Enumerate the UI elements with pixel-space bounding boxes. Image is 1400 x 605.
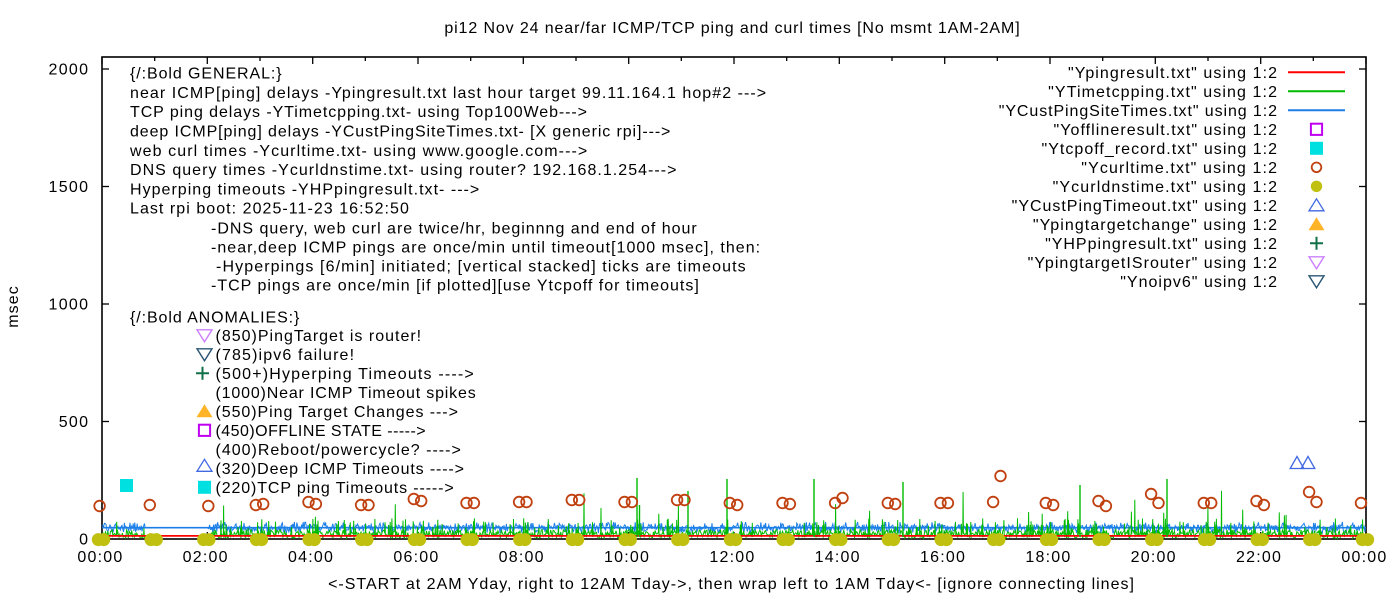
svg-text:TCP ping delays -YTimetcpping.: TCP ping delays -YTimetcpping.txt- using… [130, 104, 588, 121]
svg-text:(220)TCP ping Timeouts ----->: (220)TCP ping Timeouts -----> [216, 480, 455, 497]
svg-text:near ICMP[ping] delays -Ypingr: near ICMP[ping] delays -Ypingresult.txt … [130, 85, 767, 102]
svg-text:"YHPpingresult.txt" using 1:2: "YHPpingresult.txt" using 1:2 [1045, 236, 1278, 253]
svg-text:{/:Bold ANOMALIES:}: {/:Bold ANOMALIES:} [130, 310, 300, 327]
svg-text:"Ycurldnstime.txt" using 1:2: "Ycurldnstime.txt" using 1:2 [1053, 179, 1278, 196]
svg-text:{/:Bold GENERAL:}: {/:Bold GENERAL:} [130, 66, 283, 83]
svg-text:06:00: 06:00 [393, 549, 439, 566]
svg-text:DNS query times -Ycurldnstime.: DNS query times -Ycurldnstime.txt- using… [130, 162, 677, 179]
svg-text:10:00: 10:00 [604, 549, 650, 566]
svg-text:(850)PingTarget is router!: (850)PingTarget is router! [216, 328, 423, 345]
svg-text:"YCustPingTimeout.txt" using 1: "YCustPingTimeout.txt" using 1:2 [1012, 198, 1278, 215]
svg-text:16:00: 16:00 [920, 549, 966, 566]
svg-text:"Ynoipv6" using 1:2: "Ynoipv6" using 1:2 [1120, 274, 1278, 291]
svg-text:"Ypingtargetchange" using 1:2: "Ypingtargetchange" using 1:2 [1033, 217, 1278, 234]
svg-text:"Ytcpoff_record.txt" using 1:2: "Ytcpoff_record.txt" using 1:2 [1042, 141, 1278, 158]
svg-text:(785)ipv6 failure!: (785)ipv6 failure! [216, 347, 356, 364]
svg-text:"YTimetcpping.txt" using 1:2: "YTimetcpping.txt" using 1:2 [1048, 84, 1278, 101]
svg-text:00:00: 00:00 [1341, 549, 1387, 566]
svg-text:"YCustPingSiteTimes.txt" using: "YCustPingSiteTimes.txt" using 1:2 [999, 103, 1278, 120]
svg-text:18:00: 18:00 [1025, 549, 1071, 566]
svg-text:Last rpi boot: 2025-11-23 16:5: Last rpi boot: 2025-11-23 16:52:50 [130, 201, 410, 218]
svg-text:"YpingtargetISrouter" using 1:: "YpingtargetISrouter" using 1:2 [1028, 255, 1278, 272]
svg-text:"Yofflineresult.txt" using 1:2: "Yofflineresult.txt" using 1:2 [1054, 122, 1279, 139]
svg-text:<-START at 2AM Yday, right to: <-START at 2AM Yday, right to 12AM Tday-… [328, 576, 1135, 593]
svg-text:web curl times -Ycurltime.txt-: web curl times -Ycurltime.txt- using www… [129, 143, 588, 160]
svg-text:-near,deep ICMP pings are once: -near,deep ICMP pings are once/min until… [211, 239, 761, 256]
svg-text:14:00: 14:00 [815, 549, 861, 566]
svg-text:(400)Reboot/powercycle? ---->: (400)Reboot/powercycle? ----> [216, 442, 462, 459]
svg-text:12:00: 12:00 [709, 549, 755, 566]
svg-text:pi12 Nov 24 near/far ICMP/TCP: pi12 Nov 24 near/far ICMP/TCP ping and c… [444, 20, 1020, 37]
svg-text:00:00: 00:00 [77, 549, 123, 566]
svg-text:-Hyperpings [6/min] initiated;: -Hyperpings [6/min] initiated; [vertical… [216, 258, 747, 275]
svg-text:08:00: 08:00 [499, 549, 545, 566]
svg-text:deep ICMP[ping] delays -YCustP: deep ICMP[ping] delays -YCustPingSiteTim… [130, 124, 671, 141]
svg-text:(500+)Hyperping Timeouts ---->: (500+)Hyperping Timeouts ----> [216, 366, 475, 383]
svg-text:02:00: 02:00 [183, 549, 229, 566]
svg-text:(320)Deep ICMP Timeouts ---->: (320)Deep ICMP Timeouts ----> [216, 461, 465, 478]
svg-text:"Ycurltime.txt" using 1:2: "Ycurltime.txt" using 1:2 [1081, 160, 1278, 177]
svg-text:0: 0 [79, 532, 89, 549]
svg-text:1500: 1500 [49, 179, 90, 196]
svg-text:22:00: 22:00 [1236, 549, 1282, 566]
svg-text:1000: 1000 [49, 297, 90, 314]
svg-text:-DNS query, web curl are twice: -DNS query, web curl are twice/hr, begin… [211, 221, 698, 238]
svg-text:2000: 2000 [49, 62, 90, 79]
svg-text:"Ypingresult.txt" using 1:2: "Ypingresult.txt" using 1:2 [1068, 65, 1278, 82]
svg-text:20:00: 20:00 [1131, 549, 1177, 566]
svg-text:(550)Ping Target Changes --->: (550)Ping Target Changes ---> [216, 404, 459, 421]
svg-text:04:00: 04:00 [288, 549, 334, 566]
svg-text:(1000)Near ICMP Timeout spikes: (1000)Near ICMP Timeout spikes [216, 385, 477, 402]
svg-text:-TCP pings are once/min [if pl: -TCP pings are once/min [if plotted][use… [211, 277, 700, 294]
svg-text:500: 500 [59, 414, 90, 431]
svg-text:Hyperping timeouts -YHPpingres: Hyperping timeouts -YHPpingresult.txt- -… [130, 181, 480, 198]
svg-text:(450)OFFLINE STATE ----->: (450)OFFLINE STATE -----> [216, 423, 427, 440]
svg-text:msec: msec [5, 285, 22, 328]
